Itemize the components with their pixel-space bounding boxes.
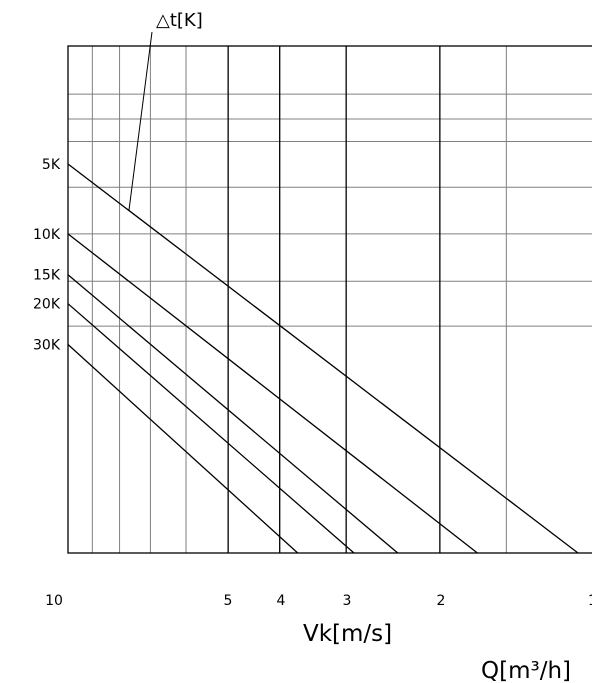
x-tick-labels: 10 5 4 3 2 1 [45, 593, 592, 609]
series-lines [67, 163, 579, 554]
series-line-30k [67, 344, 299, 554]
series-label-15k: 15K [33, 268, 61, 284]
x-axis-label: Vk[m/s] [303, 621, 392, 647]
x-tick-label-2: 2 [437, 593, 446, 609]
flow-axis-label: Q[m³/h] [481, 658, 571, 683]
series-label-30k: 30K [33, 338, 61, 354]
series-label-10k: 10K [33, 227, 61, 243]
major-gridlines [227, 46, 441, 553]
x-tick-label-3: 3 [343, 593, 352, 609]
series-line-15k [67, 274, 399, 554]
series-label-20k: 20K [33, 297, 61, 313]
x-tick-label-10: 10 [45, 593, 63, 609]
series-line-5k [67, 163, 579, 554]
series-label-5k: 5K [42, 157, 61, 173]
series-labels: 5K 10K 15K 20K 30K [33, 157, 61, 354]
annotation-leader-line [128, 31, 153, 211]
x-tick-label-4: 4 [277, 593, 286, 609]
minor-gridlines [68, 46, 592, 553]
series-line-20k [67, 303, 355, 554]
x-tick-label-5: 5 [224, 593, 233, 609]
series-line-10k [67, 233, 478, 554]
x-tick-label-1: 1 [588, 593, 592, 609]
delta-t-annotation: △t[K] [156, 10, 203, 31]
plot-frame [67, 45, 592, 554]
